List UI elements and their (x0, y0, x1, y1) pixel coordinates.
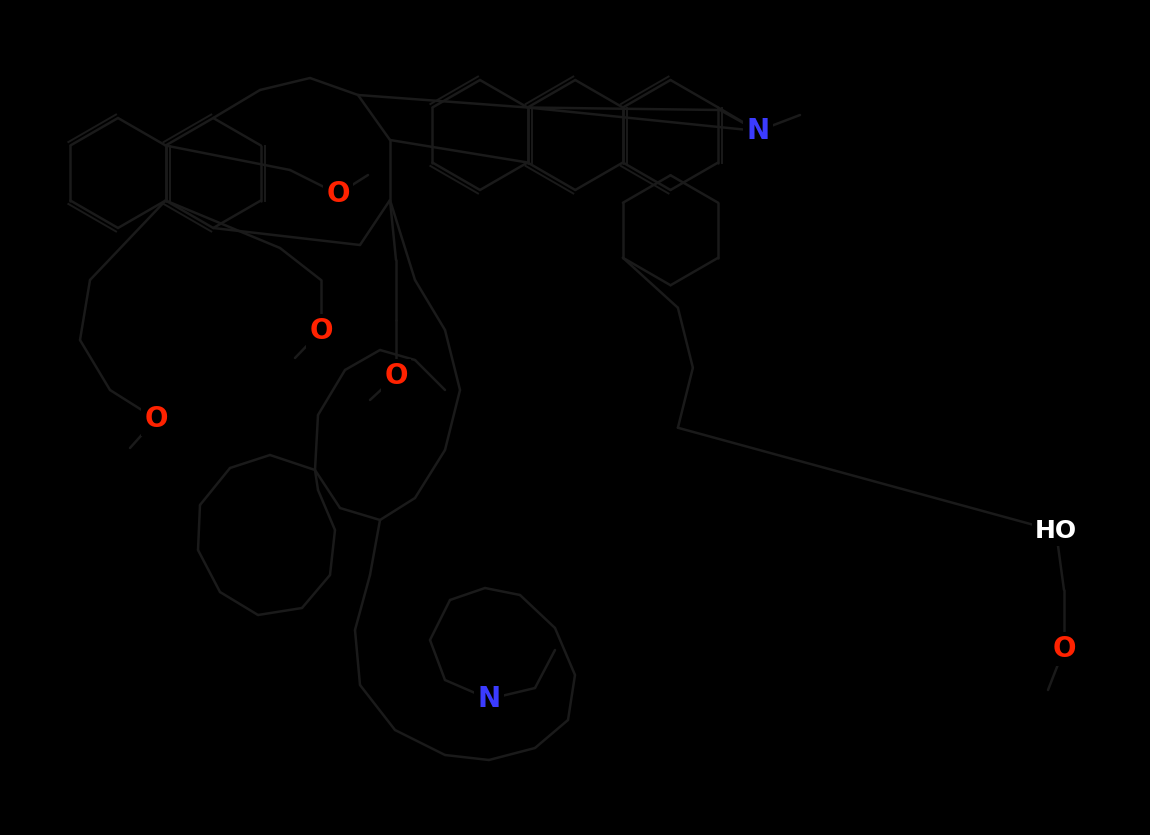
Text: O: O (1052, 635, 1075, 663)
Text: O: O (384, 362, 408, 390)
Text: N: N (746, 117, 769, 145)
Text: O: O (327, 180, 350, 208)
Text: N: N (477, 685, 500, 713)
Text: O: O (144, 405, 168, 433)
Text: O: O (309, 317, 332, 345)
Text: HO: HO (1035, 519, 1078, 543)
